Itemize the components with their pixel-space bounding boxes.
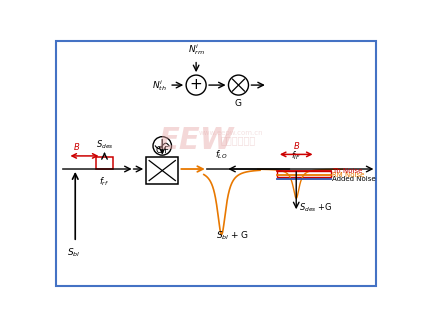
Text: $S_{bl}$ + G: $S_{bl}$ + G bbox=[216, 230, 250, 242]
Text: $N_{rm}^{i}$: $N_{rm}^{i}$ bbox=[188, 42, 205, 57]
Text: EEW: EEW bbox=[158, 126, 234, 155]
Text: www.eepw.com.cn: www.eepw.com.cn bbox=[198, 130, 263, 136]
Text: $B$: $B$ bbox=[73, 141, 80, 152]
Text: G,F: G,F bbox=[155, 146, 169, 155]
Bar bbox=[146, 157, 179, 184]
Text: +: + bbox=[190, 77, 203, 92]
Text: $B$: $B$ bbox=[293, 140, 300, 151]
Bar bbox=[277, 171, 331, 177]
Circle shape bbox=[229, 75, 248, 95]
Text: G: G bbox=[235, 99, 242, 108]
Text: $S_{bl}$: $S_{bl}$ bbox=[67, 247, 80, 259]
Text: 電子產品世界: 電子產品世界 bbox=[221, 135, 256, 145]
Text: $f_{rf}$: $f_{rf}$ bbox=[99, 176, 109, 189]
Text: Th Noise: Th Noise bbox=[333, 168, 363, 174]
Bar bbox=[96, 157, 113, 169]
Text: $S_{des}$ +G: $S_{des}$ +G bbox=[298, 201, 332, 214]
Text: RM Noise: RM Noise bbox=[333, 172, 365, 178]
Text: $S_{des}$: $S_{des}$ bbox=[96, 138, 113, 151]
Text: Added Noise: Added Noise bbox=[333, 176, 376, 182]
Text: $N_{th}^{i}$: $N_{th}^{i}$ bbox=[152, 78, 167, 93]
Circle shape bbox=[186, 75, 206, 95]
Text: $f_{LO}$: $f_{LO}$ bbox=[215, 149, 228, 161]
Circle shape bbox=[153, 137, 171, 155]
Text: $f_{IF}$: $f_{IF}$ bbox=[291, 150, 301, 162]
